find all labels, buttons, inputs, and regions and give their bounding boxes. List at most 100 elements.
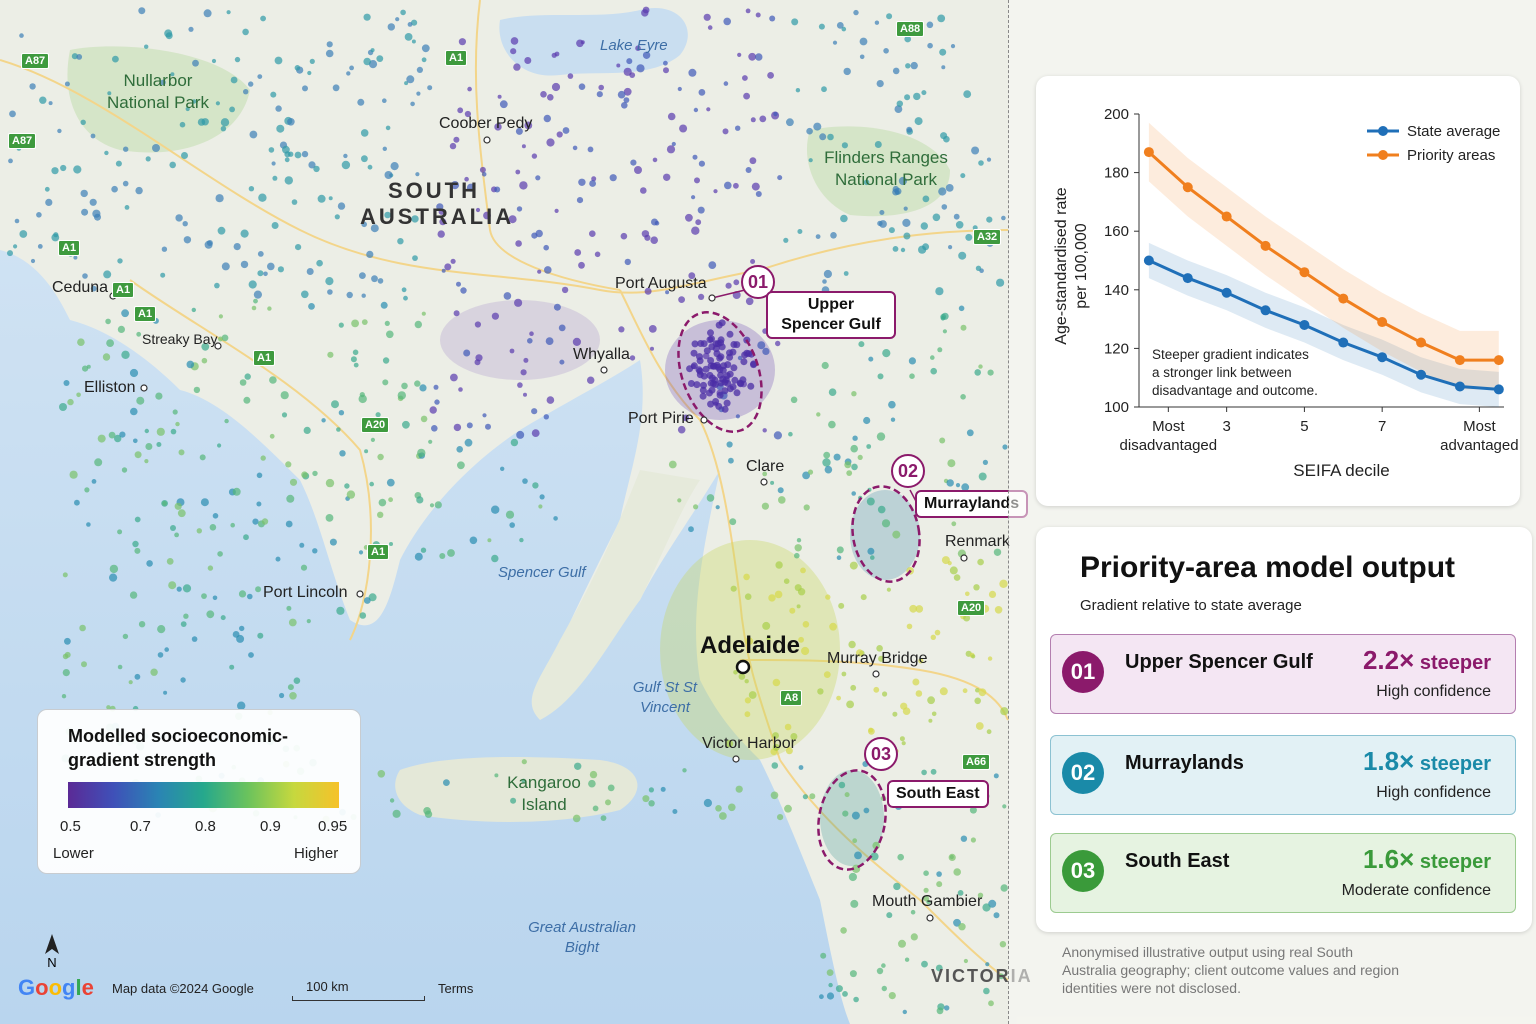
gradient-dot: [786, 118, 794, 127]
gradient-dot: [491, 554, 499, 563]
gradient-dot: [910, 61, 918, 70]
gradient-dot: [821, 86, 827, 93]
gradient-dot: [892, 711, 898, 717]
gradient-dot: [961, 483, 970, 492]
gradient-dot: [30, 258, 36, 264]
gradient-dot: [902, 707, 911, 715]
area-tag-upper-spencer-gulf[interactable]: Upper Spencer Gulf: [766, 291, 896, 339]
gradient-dot: [802, 471, 810, 480]
gradient-dot: [717, 353, 725, 361]
legend-entry: Priority areas: [1407, 147, 1495, 164]
gradient-dot: [361, 319, 368, 325]
gradient-dot: [102, 353, 111, 361]
gradient-dot: [636, 64, 645, 73]
gradient-dot: [404, 33, 413, 41]
gradient-dot: [384, 320, 390, 326]
gradient-dot: [941, 65, 946, 70]
gradient-dot: [236, 634, 245, 643]
gradient-dot: [975, 722, 984, 730]
gradient-dot: [521, 778, 526, 783]
gradient-dot: [436, 203, 444, 211]
gradient-dot: [829, 622, 837, 631]
gradient-dot: [822, 279, 827, 284]
gradient-dot: [719, 366, 727, 374]
gradient-dot: [80, 189, 88, 198]
data-point: [1454, 355, 1465, 366]
data-point: [1221, 211, 1232, 222]
region-label-victoria: VICTORIA: [931, 966, 1033, 986]
gradient-dot: [325, 514, 334, 522]
place-murray-bridge: Murray Bridge: [827, 650, 928, 667]
gradient-dot: [230, 76, 238, 84]
gradient-dot: [366, 250, 374, 258]
gradient-dot: [587, 146, 594, 153]
area-marker-03[interactable]: 03: [864, 737, 898, 771]
map-data-attribution[interactable]: Map data ©2024 Google: [112, 981, 254, 996]
gradient-dot: [574, 249, 582, 256]
scale-label: 100 km: [306, 979, 349, 994]
gradient-dot: [197, 118, 206, 126]
gradient-dot: [621, 102, 628, 109]
gradient-dot: [145, 156, 151, 162]
gradient-dot: [332, 84, 340, 92]
gradient-dot: [359, 272, 366, 279]
gradient-dot: [172, 409, 178, 415]
gradient-dot: [836, 555, 842, 560]
gradient-dot: [986, 216, 993, 223]
gradient-dot: [809, 793, 816, 800]
gradient-dot: [881, 519, 891, 528]
gradient-dot: [926, 21, 934, 29]
legend-swatch-dot: [1378, 126, 1388, 136]
gradient-dot: [868, 356, 874, 362]
gradient-dot: [334, 214, 340, 220]
gradient-dot: [691, 195, 696, 200]
output-row[interactable]: 02 Murraylands 1.8× steeper High confidence: [1050, 735, 1516, 815]
gradient-dot: [702, 352, 710, 360]
data-point: [1454, 381, 1465, 392]
gradient-dot: [327, 289, 333, 295]
gradient-dot: [596, 91, 603, 98]
gradient-dot: [572, 337, 582, 346]
gradient-dot: [76, 54, 83, 60]
gradient-dot: [416, 91, 421, 96]
output-row[interactable]: 03 South East 1.6× steeper Moderate confide…: [1050, 833, 1516, 913]
gradient-dot: [464, 110, 471, 118]
gradient-dot: [515, 240, 522, 247]
gradient-dot: [499, 100, 508, 109]
gradient-dot: [771, 762, 779, 769]
gradient-dot: [927, 696, 935, 705]
gradient-dot: [909, 604, 918, 613]
terms-link[interactable]: Terms: [438, 981, 474, 996]
output-row[interactable]: 01 Upper Spencer Gulf 2.2× steeper High con…: [1050, 634, 1516, 714]
gradient-dot: [81, 208, 89, 216]
area-marker-02[interactable]: 02: [891, 454, 925, 488]
gradient-dot: [977, 558, 984, 566]
gradient-dot: [873, 686, 880, 693]
area-tag-south-east[interactable]: South East: [887, 780, 989, 808]
gradient-dot: [221, 262, 230, 271]
gradient-dot: [109, 573, 118, 582]
gradient-dot: [663, 60, 668, 66]
gradient-dot: [802, 621, 810, 628]
gradient-dot: [640, 187, 647, 194]
gradient-dot: [510, 797, 517, 804]
gradient-dot: [178, 449, 185, 456]
gradient-dot: [733, 279, 740, 286]
gradient-dot: [858, 341, 865, 348]
gradient-dot: [963, 90, 972, 98]
gradient-dot: [382, 357, 390, 364]
gradient-dot: [36, 212, 42, 218]
gradient-dot: [697, 340, 705, 347]
area-marker-01[interactable]: 01: [741, 265, 775, 299]
gradient-dot: [253, 298, 258, 304]
gradient-dot: [896, 100, 903, 107]
gradient-dot: [806, 127, 813, 135]
gradient-dot: [742, 75, 748, 81]
gradient-dot: [286, 605, 292, 611]
gradient-dot: [217, 551, 223, 557]
gradient-dot: [524, 121, 533, 130]
gradient-dot: [797, 588, 806, 596]
gradient-dot: [509, 348, 515, 354]
gradient-dot: [138, 621, 146, 628]
gradient-dot: [733, 670, 738, 675]
